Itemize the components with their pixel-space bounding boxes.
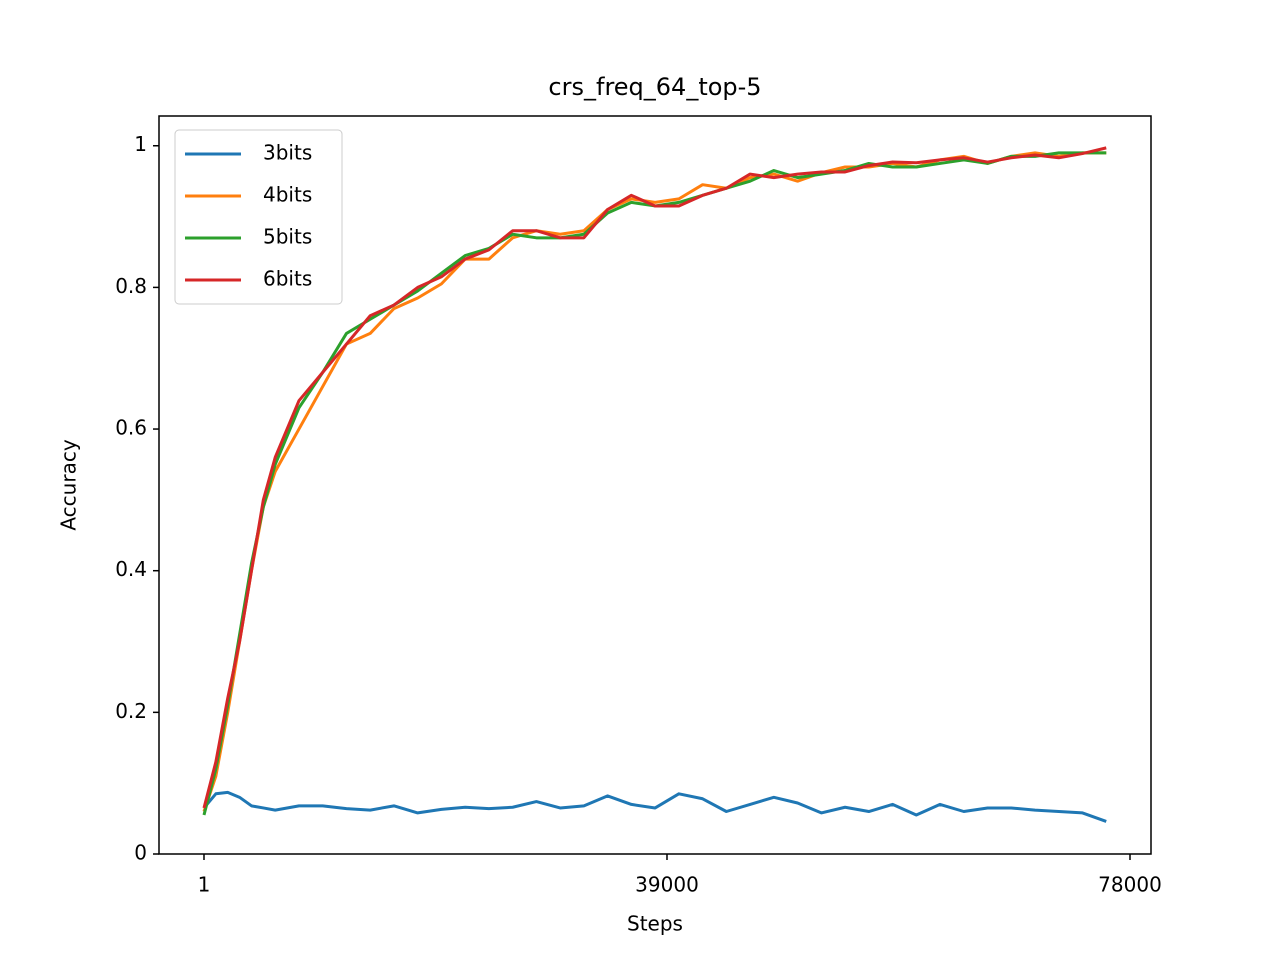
legend-label: 5bits	[263, 225, 312, 249]
legend: 3bits 4bits 5bits 6bits	[174, 129, 343, 305]
series-line	[202, 151, 1107, 816]
x-axis-label: Steps	[627, 912, 683, 936]
x-tick-label: 39000	[635, 873, 699, 897]
legend-box	[174, 129, 343, 305]
plot-frame	[158, 115, 1152, 855]
x-tick-label: 1	[198, 873, 211, 897]
y-axis-label: Accuracy	[57, 439, 81, 530]
legend-label: 4bits	[263, 183, 312, 207]
x-tick-label: 78000	[1098, 873, 1162, 897]
y-tick-label: 0.8	[115, 274, 147, 298]
series-line	[202, 146, 1107, 809]
y-tick-label: 0.6	[115, 416, 147, 440]
y-tick-label: 1	[134, 132, 147, 156]
y-tick-label: 0.4	[115, 557, 147, 581]
series-line	[202, 790, 1107, 823]
y-tick-label: 0.2	[115, 699, 147, 723]
chart-title: crs_freq_64_top-5	[548, 73, 761, 101]
legend-label: 6bits	[263, 267, 312, 291]
legend-label: 3bits	[263, 141, 312, 165]
y-tick-label: 0	[134, 841, 147, 865]
